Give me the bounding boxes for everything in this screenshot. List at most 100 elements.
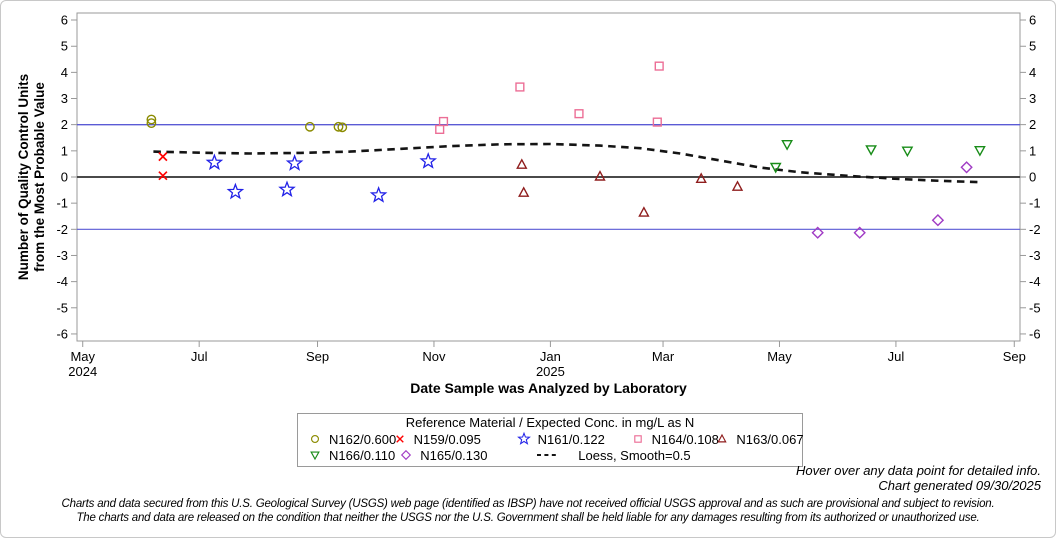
y-tick-label-left: -2 <box>56 222 68 237</box>
y-tick-label-right: 0 <box>1029 170 1036 185</box>
square-marker-icon <box>633 435 642 443</box>
y-tick-label-right: -2 <box>1029 222 1041 237</box>
data-point[interactable] <box>853 226 866 239</box>
data-point[interactable] <box>333 121 344 132</box>
hover-note: Hover over any data point for detailed i… <box>796 463 1041 478</box>
y-tick-label-left: 1 <box>61 143 68 158</box>
y-tick-label-left: -6 <box>56 326 68 341</box>
data-point[interactable] <box>516 158 528 169</box>
y-tick-label-right: 4 <box>1029 65 1036 80</box>
legend-item-N162: N162/0.600 <box>304 431 396 447</box>
generated-note: Chart generated 09/30/2025 <box>878 478 1041 493</box>
y-tick-label-right: -1 <box>1029 196 1041 211</box>
data-point[interactable] <box>769 162 782 174</box>
data-point[interactable] <box>865 145 877 156</box>
circle-marker-icon <box>310 434 320 444</box>
series-N165 <box>811 161 973 239</box>
legend-item-loess: Loess, Smooth=0.5 <box>519 447 691 463</box>
dash-marker-icon <box>537 454 558 456</box>
legend-label: Loess, Smooth=0.5 <box>578 447 691 463</box>
y-tick-label-left: 6 <box>61 13 68 28</box>
y-tick-label-right: -4 <box>1029 274 1041 289</box>
data-point[interactable] <box>304 121 315 132</box>
data-point[interactable] <box>158 151 168 162</box>
legend-label: N163/0.067 <box>736 431 804 447</box>
data-point[interactable] <box>438 116 449 127</box>
legend-item-N161: N161/0.122 <box>513 431 627 447</box>
legend-label: N165/0.130 <box>420 447 488 463</box>
y-tick-label-left: 2 <box>61 117 68 132</box>
data-point[interactable] <box>515 82 525 92</box>
y-tick-label-left: -4 <box>56 274 68 289</box>
data-point[interactable] <box>369 186 388 203</box>
data-point[interactable] <box>419 152 438 169</box>
y-tick-label-right: 6 <box>1029 13 1036 28</box>
y-tick-label-left: -1 <box>56 196 68 211</box>
x-tick-label: Sep <box>1003 349 1026 364</box>
disclaimer-line1: Charts and data secured from this U.S. G… <box>61 498 995 510</box>
y-tick-label-right: -5 <box>1029 300 1041 315</box>
y-tick-label-left: 0 <box>61 170 68 185</box>
y-tick-label-right: 3 <box>1029 91 1036 106</box>
data-point[interactable] <box>285 154 304 171</box>
legend-item-N164: N164/0.108 <box>627 431 719 447</box>
data-point[interactable] <box>695 172 707 184</box>
data-point[interactable] <box>811 226 824 239</box>
data-point[interactable] <box>205 153 224 171</box>
legend-label: N159/0.095 <box>413 431 481 447</box>
data-point[interactable] <box>781 140 793 151</box>
x-tick-label: May <box>70 349 95 364</box>
y-axis-title: Number of Quality Control Units from the… <box>16 74 48 280</box>
y-axis-title-line1: Number of Quality Control Units <box>16 73 31 281</box>
data-point[interactable] <box>901 146 914 158</box>
data-point[interactable] <box>146 114 157 125</box>
legend-box: Reference Material / Expected Conc. in m… <box>297 413 804 467</box>
data-point[interactable] <box>435 124 445 134</box>
x-axis-title: Date Sample was Analyzed by Laboratory <box>410 380 687 396</box>
x-tick-label: May <box>767 349 792 364</box>
triangle-down-marker-icon <box>310 451 320 461</box>
legend-row-2: N166/0.110 N165/0.130 Loess, Smooth=0.5 <box>304 447 796 463</box>
legend-item-N159: N159/0.095 <box>389 431 513 447</box>
legend-item-N163: N163/0.067 <box>711 431 804 447</box>
legend-label: N164/0.108 <box>651 431 719 447</box>
y-axis-title-line2: from the Most Probable Value <box>32 82 47 272</box>
x-tick-label: Jul <box>888 349 905 364</box>
data-point[interactable] <box>518 186 530 197</box>
data-point[interactable] <box>574 109 584 119</box>
star-marker-icon <box>516 431 531 445</box>
data-point[interactable] <box>654 61 664 71</box>
data-point[interactable] <box>146 118 157 128</box>
diamond-marker-icon <box>401 449 412 461</box>
data-point[interactable] <box>974 146 986 157</box>
data-point[interactable] <box>158 171 168 181</box>
data-point[interactable] <box>594 170 606 181</box>
x-marker-icon <box>395 435 404 443</box>
series-N164 <box>435 61 664 134</box>
y-tick-label-left: -5 <box>56 300 68 315</box>
triangle-up-marker-icon <box>717 433 727 443</box>
y-axis: -6 -6 -5 -5 -4 -4 -3 -3 -2 -2 -1 -1 0 0 1 1 2 2 3 3 4 4 5 5 6 6 <box>56 13 1040 342</box>
disclaimer: Charts and data secured from this U.S. G… <box>1 498 1055 525</box>
disclaimer-line2: The charts and data are released on the … <box>76 511 980 524</box>
y-tick-label-right: -3 <box>1029 248 1041 263</box>
series-N166 <box>769 140 986 174</box>
y-tick-label-left: 5 <box>61 39 68 54</box>
data-point[interactable] <box>931 214 945 227</box>
series-N159 <box>158 151 168 181</box>
qc-scatter-plot: -6 -6 -5 -5 -4 -4 -3 -3 -2 -2 -1 -1 0 0 1 1 2 2 3 3 4 4 5 5 6 6 Ma… <box>56 12 1041 379</box>
legend-item-N165: N165/0.130 <box>395 447 519 463</box>
data-point[interactable] <box>731 180 744 191</box>
data-point[interactable] <box>337 122 348 133</box>
legend-item-N166: N166/0.110 <box>304 447 395 463</box>
data-point[interactable] <box>652 117 662 127</box>
legend-row-1: N162/0.600 N159/0.095 N161/0.122 N164/0.108… <box>304 431 804 447</box>
y-tick-label-right: 1 <box>1029 143 1036 158</box>
data-point[interactable] <box>638 206 650 217</box>
data-point[interactable] <box>278 180 296 198</box>
data-point[interactable] <box>960 161 973 174</box>
x-tick-label: Jan <box>540 349 561 364</box>
data-point[interactable] <box>226 182 245 200</box>
